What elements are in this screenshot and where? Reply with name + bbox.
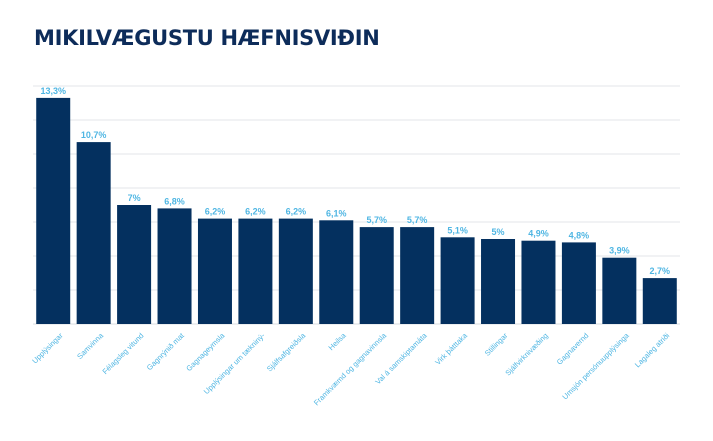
category-label: Framkvæmd og gagnavinnsla [312, 330, 389, 407]
bar [76, 142, 111, 324]
bar [400, 227, 435, 324]
bar [642, 278, 677, 324]
bar-value-label: 4,8% [569, 230, 590, 240]
bar-value-label: 4,9% [528, 229, 549, 239]
bar-value-label: 10,7% [81, 130, 107, 140]
bar [359, 227, 394, 324]
bar [117, 205, 152, 324]
bars [36, 97, 677, 325]
bar [440, 237, 475, 324]
bar [238, 218, 273, 324]
bar [319, 220, 354, 324]
bar-value-label: 7% [128, 193, 141, 203]
bar [602, 257, 637, 324]
value-labels: 13,3% 10,7% 7% 6,8% 6,2% 6,2% 6,2% 6,1% 5,7% 5,7%… [40, 86, 670, 276]
category-label: Virk þátttaka [433, 330, 469, 366]
chart-title: MIKILVÆGUSTU HÆFNISVIÐIN [34, 26, 380, 50]
bar-value-label: 5,7% [407, 215, 428, 225]
category-label: Félagsleg vitund [101, 331, 146, 376]
bar-value-label: 13,3% [40, 86, 66, 96]
category-label: Samvinna [75, 330, 106, 361]
category-label: Gagnrýnið mat [145, 330, 187, 372]
category-label: Stillingar [483, 331, 510, 358]
bar-value-label: 2,7% [650, 266, 671, 276]
bar [561, 242, 596, 324]
bar [481, 239, 516, 324]
category-label: Sjálfsafgreiðsla [265, 330, 308, 373]
category-label: Upplýsingar [30, 331, 65, 366]
bar [197, 218, 232, 324]
bar [157, 208, 192, 324]
category-label: Lagaleg atriði [633, 331, 671, 369]
bar [278, 218, 313, 324]
category-label: Umsjón persónuupplýsinga [560, 330, 631, 401]
bar [521, 240, 556, 324]
bar-value-label: 6,2% [205, 207, 226, 217]
bar-value-label: 6,2% [286, 207, 307, 217]
bar-value-label: 5% [492, 227, 505, 237]
category-label: Gagnageymsla [184, 330, 227, 373]
bar-value-label: 6,8% [164, 196, 185, 206]
category-label: Heilsa [327, 330, 349, 352]
category-label: Sjálfvirknivæðing [503, 331, 549, 377]
bar-value-label: 3,9% [609, 246, 630, 256]
category-label: Gagnavernd [555, 331, 591, 367]
bar-value-label: 5,7% [366, 215, 387, 225]
bar [36, 97, 71, 325]
bar-value-label: 5,1% [447, 225, 468, 235]
bar-value-label: 6,1% [326, 208, 347, 218]
bar-value-label: 6,2% [245, 207, 266, 217]
